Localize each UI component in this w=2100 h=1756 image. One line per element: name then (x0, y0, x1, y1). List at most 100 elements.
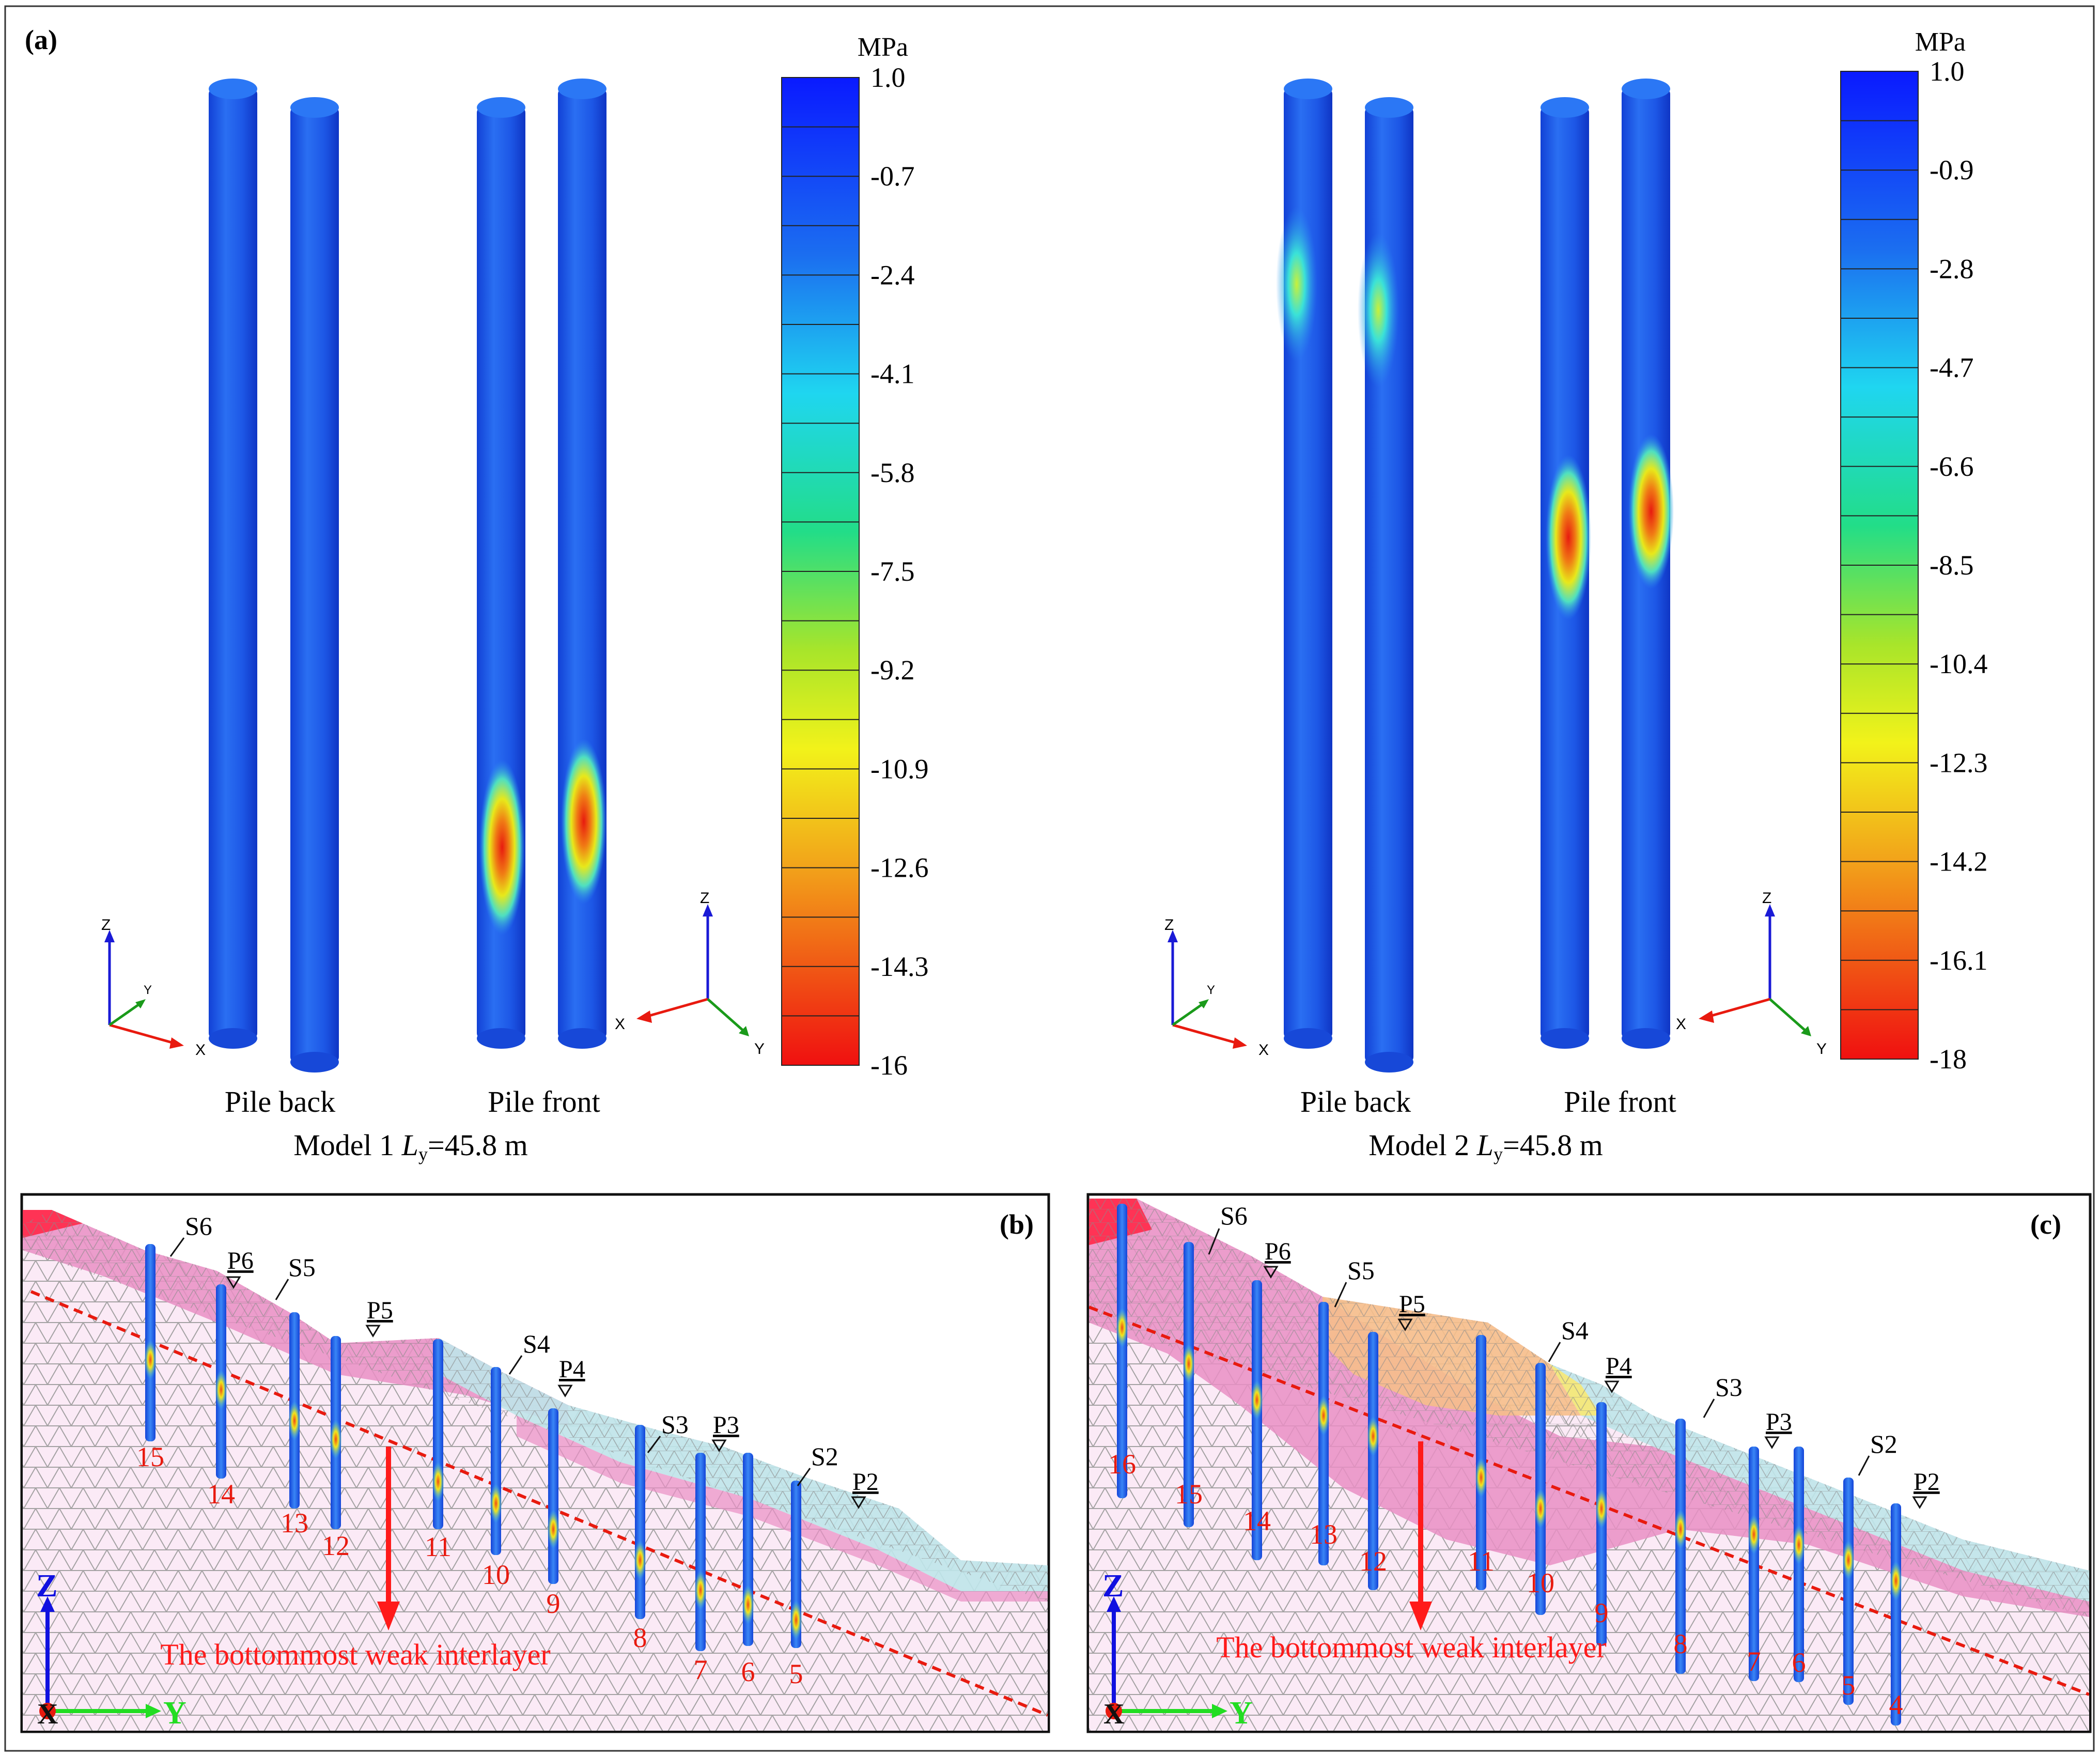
caption-var: L (401, 1128, 418, 1162)
colorbar-tick-label: -8.5 (1930, 550, 1973, 581)
slip-label: S2 (811, 1442, 838, 1471)
pile: 8 (1674, 1419, 1688, 1674)
panel-a-label: (a) (25, 24, 57, 55)
pile: 6 (1792, 1447, 1806, 1682)
pile-stress-hotspot (1183, 1344, 1195, 1384)
pile: 6 (741, 1453, 755, 1687)
pile-stress-hotspot (1595, 1489, 1608, 1528)
panel-c-water-levels: P6 P5 P4 P3 P2 (1263, 1238, 1940, 1509)
pile-stress-hotspot (1475, 1458, 1487, 1497)
pile: 9 (1595, 1402, 1609, 1646)
model-1-view-back: Pile back (225, 1085, 335, 1118)
axis-label-z: Z (36, 1568, 57, 1604)
colorbar-tick-label: -4.7 (1930, 352, 1973, 383)
model-1-pile-back-right (290, 97, 339, 1073)
water-level-label: P3 (713, 1411, 739, 1439)
axis-label-y: Y (144, 983, 152, 997)
pile-number-label: 9 (547, 1588, 561, 1619)
colorbar-tick-label: -14.2 (1930, 846, 1987, 877)
pile-number-label: 12 (1359, 1546, 1387, 1577)
pile: 14 (207, 1284, 235, 1510)
panel-c-label: (c) (2030, 1209, 2061, 1240)
colorbar-tick-label: -0.9 (1930, 154, 1973, 185)
axis-label-y: Y (1816, 1040, 1827, 1058)
water-level-label: P4 (1606, 1353, 1632, 1380)
pile-stress-hotspot (1890, 1561, 1902, 1600)
model-2-caption: Model 2 Ly=45.8 m (1368, 1128, 1603, 1164)
pile-number-label: 15 (1175, 1479, 1203, 1510)
weak-interlayer-annotation: The bottommost weak interlayer (160, 1638, 550, 1671)
caption-value: =45.8 m (1503, 1128, 1603, 1162)
slip-label: S5 (1347, 1256, 1375, 1285)
caption-prefix: Model 2 (1368, 1128, 1476, 1162)
pile-number-label: 14 (207, 1479, 235, 1510)
pile-number-label: 6 (1792, 1647, 1806, 1678)
pile-stress-hotspot (144, 1340, 157, 1379)
model-2-colorbar: MPa 1.0 -0.9 -2.8 -4.7 -6.6 -8.5 -10.4 -12.3 -14… (1840, 27, 1987, 1075)
model-1-view-front: Pile front (488, 1085, 600, 1118)
colorbar-tick-label: -10.9 (870, 753, 928, 784)
pile-stress-hotspot (1793, 1525, 1805, 1564)
colorbar-tick-label: -14.3 (870, 951, 928, 982)
pile-number-label: 6 (741, 1656, 755, 1687)
pile-number-label: 10 (482, 1559, 510, 1590)
model-2-pile-front-right (1622, 79, 1674, 1049)
axis-label-y: Y (1230, 1696, 1253, 1731)
slip-label: S3 (661, 1410, 689, 1439)
model-1-colorbar-unit: MPa (858, 33, 908, 62)
pile: 11 (425, 1339, 452, 1562)
figure-frame (4, 5, 2095, 1752)
water-level-label: P6 (1265, 1238, 1291, 1265)
pile-number-label: 16 (1108, 1449, 1136, 1480)
pile-stress-hotspot (1674, 1510, 1687, 1549)
pile-number-label: 5 (789, 1658, 803, 1689)
colorbar-tick-label: -0.7 (870, 161, 914, 192)
pile-number-label: 7 (694, 1654, 708, 1685)
axis-label-x: X (1258, 1042, 1269, 1059)
pile: 7 (694, 1453, 708, 1685)
model-2-view-front: Pile front (1564, 1085, 1676, 1118)
caption-sub: y (1494, 1144, 1503, 1164)
model-2-colorbar-unit: MPa (1915, 27, 1966, 57)
model-2-stress-hotspot (1628, 434, 1674, 589)
pile: 11 (1468, 1335, 1495, 1590)
pile: 12 (1359, 1332, 1387, 1590)
axis-label-z: Z (101, 916, 111, 934)
axis-label-z: Z (1762, 890, 1771, 907)
pile-number-label: 5 (1842, 1670, 1856, 1701)
model-2-pile-front-left (1541, 97, 1591, 1049)
panel-b-axes: Z Y X (36, 1568, 186, 1731)
axis-label-z: Z (1102, 1568, 1124, 1604)
pile-stress-hotspot (1534, 1489, 1547, 1528)
water-level-label: P2 (852, 1468, 879, 1496)
slip-label: S4 (523, 1329, 550, 1358)
pile-stress-hotspot (790, 1600, 802, 1640)
colorbar-tick-label: -12.3 (1930, 747, 1987, 778)
pile: 5 (1842, 1478, 1856, 1705)
pile-number-label: 7 (1747, 1646, 1761, 1677)
pile-number-label: 9 (1595, 1597, 1609, 1628)
model-1-axis-triad-back: Z Y X (101, 916, 206, 1059)
water-level-label: P3 (1766, 1408, 1792, 1436)
pile: 15 (1175, 1242, 1203, 1527)
model-2-axis-triad-front: Z X Y (1676, 890, 1827, 1058)
slip-label: S4 (1561, 1316, 1589, 1345)
colorbar-tick-label: -16 (870, 1050, 908, 1081)
model-2-stress-zone (1358, 232, 1399, 387)
pile-stress-hotspot (288, 1401, 301, 1440)
water-level-label: P5 (367, 1297, 393, 1324)
colorbar-tick-label: -16.1 (1930, 945, 1987, 976)
caption-sub: y (418, 1144, 428, 1164)
pile: 12 (322, 1336, 350, 1561)
colorbar-tick-label: -10.4 (1930, 648, 1987, 679)
axis-label-x: X (195, 1042, 206, 1059)
axis-label-z: Z (1164, 916, 1174, 934)
axis-label-z: Z (700, 890, 709, 907)
pile: 16 (1108, 1204, 1136, 1498)
pile: 9 (547, 1408, 561, 1619)
panel-b-water-levels: P6 P5 P4 P3 P2 (226, 1247, 879, 1509)
model-2-plot: MPa 1.0 -0.9 -2.8 -4.7 -6.6 -8.5 -10.4 -12.3 -14… (1164, 27, 1987, 1164)
pile: 15 (136, 1244, 164, 1472)
caption-value: =45.8 m (428, 1128, 528, 1162)
pile-number-label: 12 (322, 1530, 350, 1561)
